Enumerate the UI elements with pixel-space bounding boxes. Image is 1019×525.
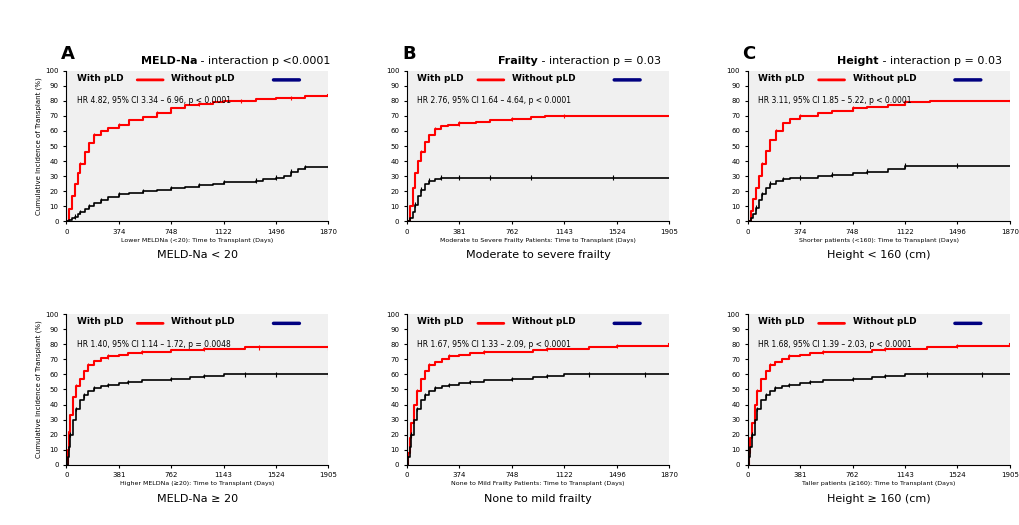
X-axis label: None to Mild Frailty Patients: Time to Transplant (Days): None to Mild Frailty Patients: Time to T… [450, 481, 625, 486]
Text: Without pLD: Without pLD [171, 317, 234, 327]
Text: MELD-Na ≥ 20: MELD-Na ≥ 20 [157, 494, 237, 503]
Text: MELD-Na: MELD-Na [141, 56, 197, 66]
Text: Height < 160 (cm): Height < 160 (cm) [826, 250, 929, 260]
Text: Without pLD: Without pLD [512, 317, 575, 327]
X-axis label: Shorter patients (<160): Time to Transplant (Days): Shorter patients (<160): Time to Transpl… [798, 238, 958, 243]
Text: - interaction p = 0.03: - interaction p = 0.03 [538, 56, 660, 66]
Text: HR 2.76, 95% CI 1.64 – 4.64, p < 0.0001: HR 2.76, 95% CI 1.64 – 4.64, p < 0.0001 [417, 97, 571, 106]
Text: B: B [401, 45, 415, 63]
Text: With pLD: With pLD [757, 317, 804, 327]
Y-axis label: Cumulative Incidence of Transplant (%): Cumulative Incidence of Transplant (%) [36, 77, 43, 215]
X-axis label: Higher MELDNa (≥20): Time to Transplant (Days): Higher MELDNa (≥20): Time to Transplant … [120, 481, 274, 486]
Text: With pLD: With pLD [417, 317, 464, 327]
Text: Height: Height [837, 56, 878, 66]
X-axis label: Taller patients (≥160): Time to Transplant (Days): Taller patients (≥160): Time to Transpla… [801, 481, 955, 486]
X-axis label: Moderate to Severe Frailty Patients: Time to Transplant (Days): Moderate to Severe Frailty Patients: Tim… [439, 238, 636, 243]
Text: C: C [742, 45, 755, 63]
Text: MELD-Na < 20: MELD-Na < 20 [157, 250, 237, 260]
Text: HR 4.82, 95% CI 3.34 – 6.96, p < 0.0001: HR 4.82, 95% CI 3.34 – 6.96, p < 0.0001 [76, 97, 230, 106]
Text: Moderate to severe frailty: Moderate to severe frailty [465, 250, 610, 260]
Text: Without pLD: Without pLD [852, 317, 915, 327]
Text: Without pLD: Without pLD [171, 74, 234, 83]
Text: HR 1.67, 95% CI 1.33 – 2.09, p < 0.0001: HR 1.67, 95% CI 1.33 – 2.09, p < 0.0001 [417, 340, 571, 349]
Text: With pLD: With pLD [417, 74, 464, 83]
Text: Without pLD: Without pLD [512, 74, 575, 83]
Text: With pLD: With pLD [76, 317, 123, 327]
Y-axis label: Cumulative Incidence of Transplant (%): Cumulative Incidence of Transplant (%) [36, 321, 43, 458]
Text: Height ≥ 160 (cm): Height ≥ 160 (cm) [826, 494, 929, 503]
Text: - interaction p <0.0001: - interaction p <0.0001 [197, 56, 330, 66]
Text: With pLD: With pLD [76, 74, 123, 83]
Text: Without pLD: Without pLD [852, 74, 915, 83]
Text: - interaction p = 0.03: - interaction p = 0.03 [878, 56, 1001, 66]
Text: Frailty: Frailty [498, 56, 538, 66]
Text: HR 1.68, 95% CI 1.39 – 2.03, p < 0.0001: HR 1.68, 95% CI 1.39 – 2.03, p < 0.0001 [757, 340, 911, 349]
X-axis label: Lower MELDNa (<20): Time to Transplant (Days): Lower MELDNa (<20): Time to Transplant (… [121, 238, 273, 243]
Text: A: A [61, 45, 75, 63]
Text: With pLD: With pLD [757, 74, 804, 83]
Text: None to mild frailty: None to mild frailty [484, 494, 591, 503]
Text: HR 1.40, 95% CI 1.14 – 1.72, p = 0.0048: HR 1.40, 95% CI 1.14 – 1.72, p = 0.0048 [76, 340, 230, 349]
Text: HR 3.11, 95% CI 1.85 – 5.22, p < 0.0001: HR 3.11, 95% CI 1.85 – 5.22, p < 0.0001 [757, 97, 911, 106]
